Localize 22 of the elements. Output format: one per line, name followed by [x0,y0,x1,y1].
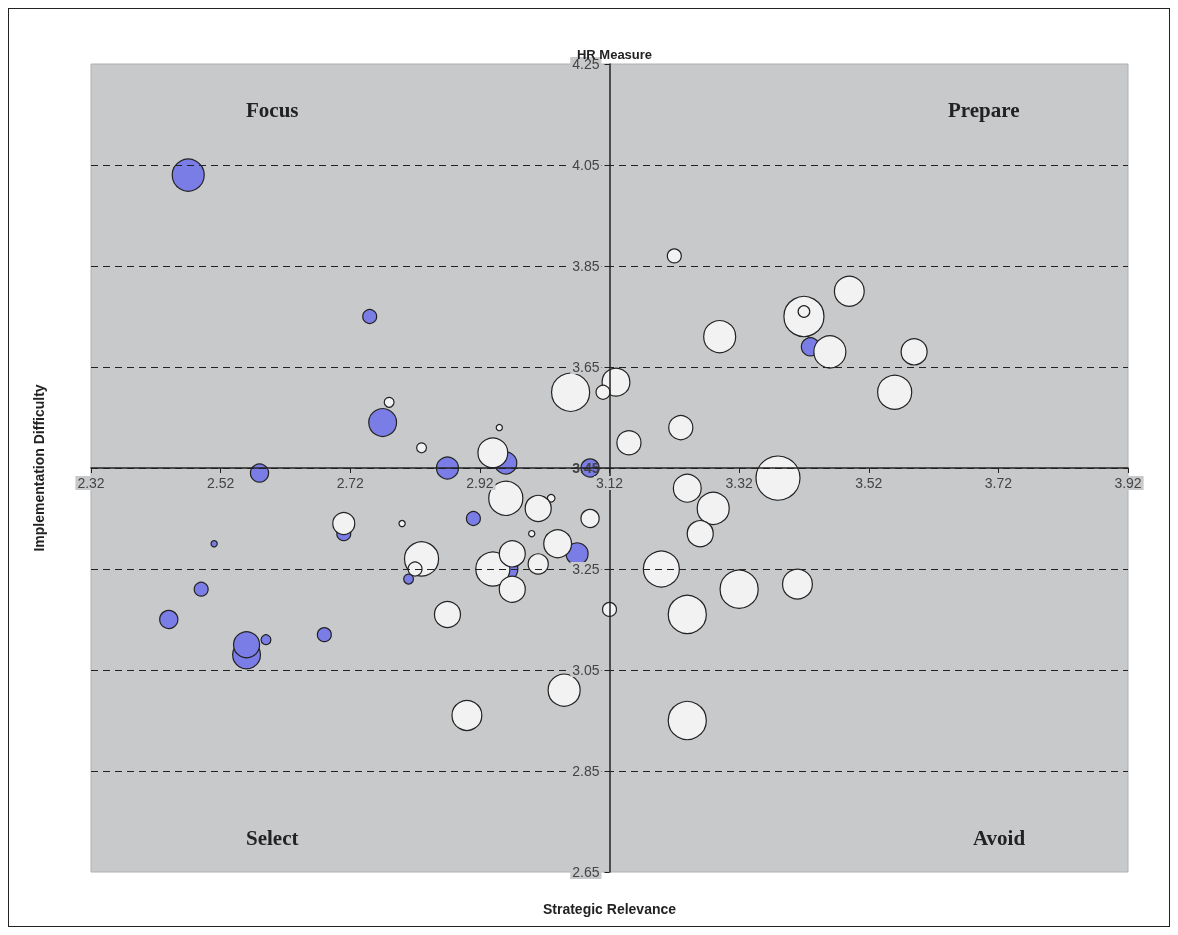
x-tick-label: 3.32 [725,475,753,491]
annotation: Select [246,825,299,850]
y-axis-title: Implementation Difficulty [31,384,47,552]
x-tick-label: 3.12 [595,475,624,491]
y-tick-label: 4.05 [572,157,600,173]
y-tick-label: 3.05 [572,662,600,678]
y-tick-label: 2.85 [572,763,600,779]
x-tick-label: 2.72 [336,475,365,491]
x-tick-label: 2.52 [207,475,235,491]
y-tick-label: 3.65 [572,359,600,375]
annotation: Focus [246,97,299,122]
x-tick-label: 2.32 [77,475,105,491]
x-tick-label: 3.52 [855,475,883,491]
x-tick-label: 3.72 [984,475,1013,491]
annotation: Prepare [948,97,1020,122]
y-tick-label: 3.85 [572,258,600,274]
x-tick-label: 3.92 [1114,475,1142,491]
x-axis-title: Strategic Relevance [542,901,677,917]
y-tick-label: 2.65 [572,864,600,880]
y-tick-label: 3.25 [572,561,600,577]
x-tick-label: 2.92 [466,475,494,491]
annotation: Avoid [973,825,1026,850]
